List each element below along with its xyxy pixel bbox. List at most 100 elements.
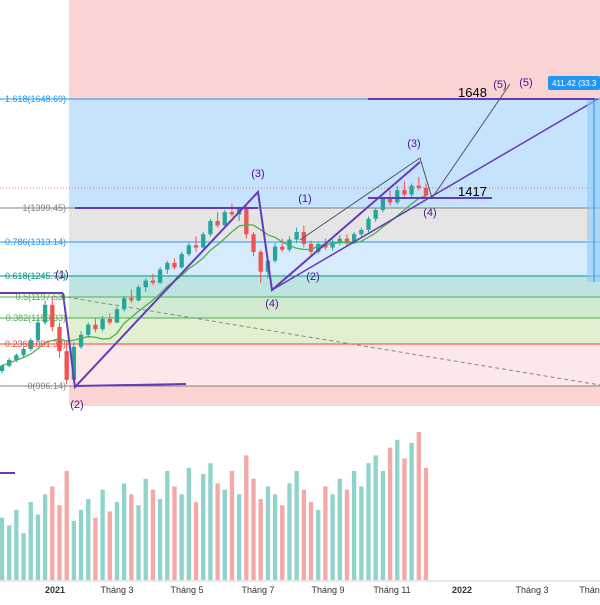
candle-body (301, 232, 306, 244)
candle-body (330, 242, 335, 248)
x-tick-label: Tháng 5 (170, 585, 203, 595)
candle-body (42, 304, 48, 323)
candle-body (136, 287, 141, 301)
candle-body (122, 298, 127, 310)
candle-body (395, 190, 400, 203)
volume-bar (351, 470, 357, 580)
volume-bar (387, 447, 393, 580)
candle-body (21, 348, 26, 356)
candle-body (64, 351, 69, 380)
volume-bar (21, 533, 26, 580)
wave-label: (4) (265, 298, 278, 310)
candle-body (308, 243, 314, 252)
volume-bar (272, 494, 278, 580)
annotations: (1) (2) (3) (4) (1) (2) (3) (4) (5) (5) 1648 1417 41… (55, 76, 600, 411)
candle-body (107, 318, 112, 323)
fib-level-label: 0.236(1091.32) (5, 339, 66, 349)
price-candles (0, 176, 429, 385)
candle-body (323, 243, 328, 248)
candle-body (387, 198, 393, 203)
volume-bar (208, 463, 213, 580)
candle-body (157, 269, 163, 283)
support-price-label: 1417 (458, 184, 487, 199)
measure-label: 411.42 (33.3 (552, 79, 597, 88)
candle-body (100, 318, 105, 330)
candle-body (208, 220, 213, 235)
volume-bar (344, 489, 350, 580)
candle-body (366, 218, 371, 230)
fib-level-label: 0(996.14) (27, 381, 66, 391)
candle-body (35, 322, 41, 341)
candle-body (0, 365, 5, 372)
volume-bar (122, 483, 127, 580)
fib-bands (69, 0, 600, 406)
candle-body (280, 246, 285, 250)
volume-bar (78, 509, 84, 580)
volume-bar (308, 502, 314, 580)
volume-bar (380, 470, 386, 580)
fib-band (69, 318, 600, 344)
wave-label: (5) (493, 79, 506, 91)
volume-bar (280, 505, 285, 580)
x-tick-label: Tháng 3 (515, 585, 548, 595)
volume-bar (366, 463, 371, 580)
volume-bar (236, 494, 242, 580)
candle-body (409, 185, 414, 195)
volume-bar (265, 486, 271, 580)
volume-bar (222, 489, 227, 580)
wave-label: (1) (55, 269, 68, 281)
time-axis: 2021 Tháng 3 Tháng 5 Tháng 7 Tháng 9 Tháng 11… (0, 580, 600, 595)
wave-label: (5) (519, 77, 532, 89)
candle-body (193, 245, 199, 248)
candle-body (201, 234, 206, 248)
x-tick-label: Tháng (579, 585, 600, 595)
candle-body (423, 187, 429, 196)
projection-line (299, 83, 511, 241)
candle-body (229, 212, 235, 215)
volume-bar (330, 494, 335, 580)
fib-band (69, 276, 600, 297)
candle-body (78, 334, 84, 347)
volume-bar (165, 470, 170, 580)
volume-bar (129, 494, 134, 580)
fib-level-label: 0.382(1150.33) (6, 313, 66, 323)
volume-bar (157, 498, 163, 580)
x-tick-label: Tháng 7 (241, 585, 274, 595)
volume-bar (179, 494, 184, 580)
volume-bar (64, 470, 69, 580)
candle-body (294, 232, 299, 240)
candle-body (416, 185, 421, 188)
target-price-label: 1648 (458, 85, 487, 100)
wave-label: (4) (423, 207, 436, 219)
x-tick-label: Tháng 3 (100, 585, 133, 595)
volume-bar (301, 489, 306, 580)
wave-label: (2) (306, 271, 319, 283)
fib-level-label: 0.618(1245.73) (5, 271, 66, 281)
volume-bar (172, 486, 177, 580)
volume-bar (35, 514, 41, 580)
measure-box (548, 76, 600, 90)
candle-body (344, 238, 350, 243)
fib-band (69, 297, 600, 318)
wave-label: (3) (251, 168, 264, 180)
volume-bar (42, 494, 48, 580)
volume-bar (193, 502, 199, 580)
candle-body (316, 243, 321, 252)
volume-bar (107, 511, 112, 580)
volume-bar (143, 478, 148, 580)
candle-body (215, 220, 220, 226)
moving-average-line (1, 194, 427, 367)
volume-bar (287, 483, 292, 580)
volume-bar (86, 498, 91, 580)
candle-body (129, 298, 134, 301)
fib-band (69, 242, 600, 276)
candle-body (179, 254, 184, 268)
wave-label: (2) (70, 399, 83, 411)
volume-bar (150, 489, 156, 580)
volume-bar (402, 458, 407, 580)
volume-bar (251, 478, 256, 580)
volume-bar (57, 505, 62, 580)
volume-bar (28, 502, 33, 580)
